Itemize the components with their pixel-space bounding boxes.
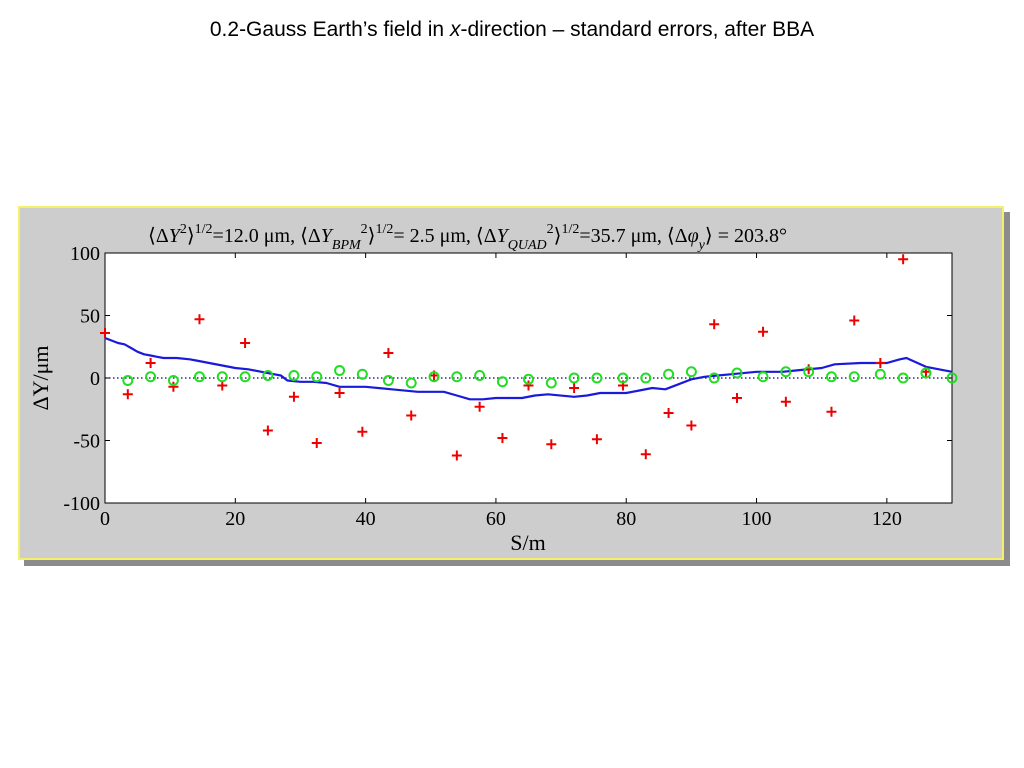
plus-point [262,425,273,436]
circle-point [803,366,815,378]
plus-point [194,314,205,325]
circle-point [356,368,368,380]
plus-point [709,319,720,330]
circle-point [288,370,300,381]
circle-point [262,370,274,381]
x-tick-label: 40 [356,508,376,530]
plus-point [311,438,322,448]
circle-point [451,371,463,383]
plus-point [875,358,886,368]
ticks-layer: 0 20 40 60 80 100 120 -100 -50 0 50 100 [63,243,952,530]
plus-point [758,326,769,337]
circle-point [122,375,134,386]
figure-panel: ⟨ΔY2⟩1/2=12.0 μm, ⟨ΔYBPM2⟩1/2= 2.5 μm, ⟨… [18,206,1004,560]
circle-point [825,371,837,383]
plot-header: ⟨ΔY2⟩1/2=12.0 μm, ⟨ΔYBPM2⟩1/2= 2.5 μm, ⟨… [148,222,787,253]
plus-point [546,439,557,450]
plus-point [100,328,110,338]
plus-point [898,254,909,265]
circle-point [920,367,932,379]
plot-area [104,252,953,504]
plus-point [780,396,791,407]
plus-point [591,434,602,445]
x-tick-label: 20 [225,508,245,530]
circle-point [640,372,652,384]
plus-point [686,420,697,431]
circle-point [591,372,603,384]
circle-point [334,365,346,376]
circle-point [405,377,417,389]
circle-point [545,377,557,389]
circle-point [496,376,508,388]
plus-point [451,450,462,461]
x-axis-label: S/m [510,530,545,555]
plus-point [406,410,417,421]
circle-point [897,372,909,384]
circle-point [239,371,251,383]
y-tick-label: 100 [70,243,100,265]
circle-point [474,370,486,381]
plus-point [849,315,860,326]
x-tick-label: 0 [100,508,110,530]
x-tick-label: 60 [486,508,506,530]
circle-point [757,371,769,383]
plus-point [357,426,368,437]
circle-point [145,371,157,383]
circle-point [523,373,534,385]
circle-point [428,371,440,383]
plus-point [640,449,651,460]
plus-point [731,393,742,403]
circle-point [193,371,205,383]
plus-point [497,433,508,443]
slide-title: 0.2-Gauss Earth’s field in x-direction –… [209,18,815,41]
y-tick-label: 50 [80,306,100,328]
plus-point [168,381,179,392]
circle-point [708,372,720,384]
plus-point [122,389,133,400]
circle-point [382,375,394,386]
plus-point [288,391,299,402]
plus-point [826,406,837,417]
y-axis-label: ΔY/μm [28,345,53,410]
circle-point [780,366,792,378]
circle-point [685,366,697,378]
y-tick-label: -100 [63,493,100,515]
circle-point [731,367,743,379]
circle-point [311,371,323,383]
plus-point [240,338,251,348]
y-tick-label: 0 [90,368,100,390]
circle-point [617,372,629,384]
plus-point [383,348,394,358]
circle-point [568,372,580,384]
plus-point [523,380,534,391]
circle-point [874,368,886,380]
plus-point [474,401,485,412]
plus-point [569,383,580,393]
plus-point [334,388,345,398]
y-tick-label: -50 [73,431,100,453]
series-layer [100,254,958,461]
circle-point [216,371,228,383]
circle-point [946,372,958,384]
x-tick-label: 80 [616,508,636,530]
circle-point [663,368,675,380]
chart-svg: ⟨ΔY2⟩1/2=12.0 μm, ⟨ΔYBPM2⟩1/2= 2.5 μm, ⟨… [28,222,958,555]
x-tick-label: 100 [742,508,772,530]
circle-point [167,375,179,386]
plus-point [145,358,156,368]
circle-point [848,371,860,383]
plus-point [663,408,674,418]
x-tick-label: 120 [872,508,902,530]
